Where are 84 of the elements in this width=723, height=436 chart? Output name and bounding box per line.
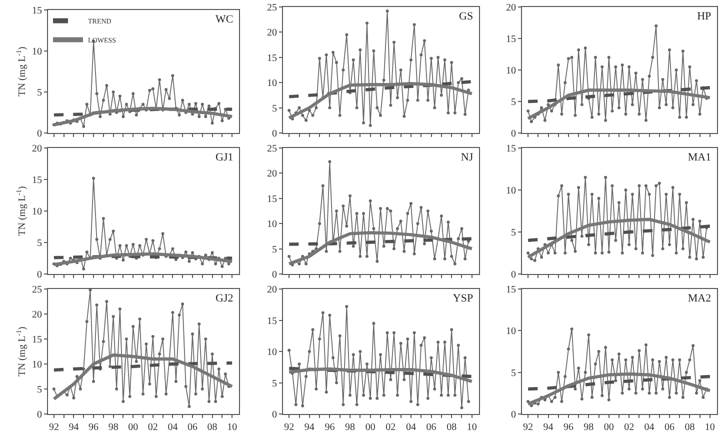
chart-title: GJ2 xyxy=(216,292,234,305)
chart-title: GJ1 xyxy=(216,152,234,164)
y-tick-label: 20 xyxy=(267,168,277,180)
y-tick-label: 25 xyxy=(32,284,42,296)
x-tick-label: 96 xyxy=(563,422,574,433)
y-tick-label: 15 xyxy=(32,175,42,186)
y-tick-label: 0 xyxy=(37,410,42,420)
x-tick-label: 92 xyxy=(284,422,294,433)
x-tick-label: 00 xyxy=(604,422,614,433)
chart-title: MA2 xyxy=(688,292,712,305)
y-tick-label: 15 xyxy=(506,34,516,45)
chart-title: YSP xyxy=(452,292,474,305)
x-tick-label: 10 xyxy=(227,422,238,433)
y-tick-label: 5 xyxy=(37,238,42,249)
x-tick-label: 10 xyxy=(704,422,715,433)
y-tick-label: 15 xyxy=(506,144,516,154)
y-tick-label: 5 xyxy=(511,228,516,238)
y-tick-label: 15 xyxy=(267,316,277,327)
chart-title: HP xyxy=(697,10,712,23)
x-tick-label: 04 xyxy=(168,422,178,433)
y-tick-label: 20 xyxy=(506,2,516,14)
y-tick-label: 10 xyxy=(506,186,516,196)
y-tick-label: 10 xyxy=(32,360,42,370)
x-tick-label: 94 xyxy=(304,422,314,433)
x-tick-label: 08 xyxy=(446,422,457,433)
y-tick-label: 15 xyxy=(32,6,42,16)
y-tick-label: 15 xyxy=(267,194,277,205)
x-tick-label: 00 xyxy=(128,422,138,433)
y-tick-label: 0 xyxy=(37,128,42,140)
x-tick-label: 98 xyxy=(108,422,118,433)
chart-title: GS xyxy=(459,10,474,23)
x-tick-label: 06 xyxy=(664,422,675,433)
x-tick-label: 02 xyxy=(386,422,396,433)
x-tick-label: 10 xyxy=(466,422,477,433)
y-tick-label: 5 xyxy=(272,244,277,256)
x-tick-label: 08 xyxy=(207,422,218,433)
x-tick-label: 04 xyxy=(406,422,416,433)
x-tick-label: 96 xyxy=(88,422,99,433)
x-tick-label: 02 xyxy=(148,422,158,433)
y-tick-label: 10 xyxy=(506,326,516,338)
y-tick-label: 0 xyxy=(272,410,277,420)
x-tick-label: 04 xyxy=(644,422,654,433)
x-tick-label: 00 xyxy=(365,422,376,433)
x-tick-label: 06 xyxy=(426,422,436,433)
y-tick-label: 15 xyxy=(506,284,516,296)
y-tick-label: 15 xyxy=(32,334,42,346)
x-tick-label: 92 xyxy=(48,422,59,433)
x-tick-label: 06 xyxy=(187,422,198,433)
y-tick-label: 10 xyxy=(32,46,42,58)
x-tick-label: 92 xyxy=(523,422,534,433)
x-tick-label: 98 xyxy=(345,422,356,433)
y-tick-label: 15 xyxy=(267,52,277,64)
y-tick-label: 10 xyxy=(267,219,277,230)
y-tick-label: 20 xyxy=(267,284,277,296)
y-tick-label: 5 xyxy=(511,97,516,108)
y-tick-label: 5 xyxy=(37,88,42,98)
y-tick-label: 5 xyxy=(272,103,277,114)
y-tick-label: 25 xyxy=(267,144,277,154)
y-tick-label: 5 xyxy=(37,384,42,396)
chart-title: NJ xyxy=(460,152,474,164)
y-tick-label: 20 xyxy=(267,28,277,39)
x-tick-label: 98 xyxy=(584,422,594,433)
y-tick-label: 20 xyxy=(32,310,42,320)
y-tick-label: 0 xyxy=(511,410,516,420)
x-tick-label: 08 xyxy=(684,422,695,433)
y-tick-label: 0 xyxy=(37,270,42,280)
x-tick-label: 94 xyxy=(68,422,79,433)
y-tick-label: 20 xyxy=(32,144,42,154)
y-tick-label: 5 xyxy=(272,378,277,390)
y-tick-label: 5 xyxy=(511,368,516,379)
y-tick-label: 10 xyxy=(506,66,516,76)
y-tick-label: 25 xyxy=(267,2,277,14)
y-tick-label: 0 xyxy=(511,270,516,280)
chart-title: MA1 xyxy=(688,152,712,164)
x-tick-label: 94 xyxy=(543,422,554,433)
x-tick-label: 96 xyxy=(324,422,335,433)
y-tick-label: 0 xyxy=(511,128,516,140)
y-tick-label: 0 xyxy=(272,128,277,140)
y-tick-label: 10 xyxy=(267,347,277,358)
y-tick-label: 0 xyxy=(272,270,277,280)
x-tick-label: 02 xyxy=(624,422,634,433)
y-tick-label: 10 xyxy=(267,78,277,90)
y-tick-label: 10 xyxy=(32,206,42,218)
chart-title: WC xyxy=(216,14,234,26)
